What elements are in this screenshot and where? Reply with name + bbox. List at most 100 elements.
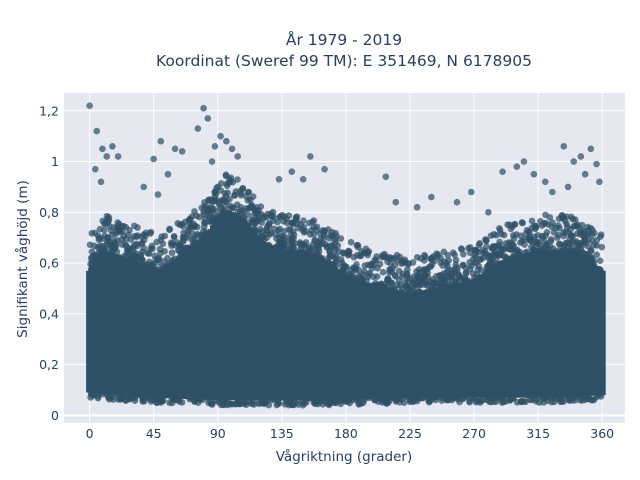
scatter-point [88,322,96,330]
scatter-point [222,192,230,200]
scatter-point [168,329,176,337]
scatter-point [393,355,400,363]
scatter-point [490,231,498,238]
scatter-point [389,265,396,273]
scatter-point [225,212,233,220]
scatter-point [518,313,526,320]
scatter-point [282,280,289,287]
x-tick-label: 45 [146,426,162,441]
scatter-point [297,279,305,286]
scatter-point [312,254,319,261]
scatter-point [296,262,304,269]
scatter-point [235,371,243,379]
scatter-point [338,351,345,359]
scatter-point [560,143,568,150]
scatter-point [424,287,432,295]
scatter-point [213,222,221,230]
scatter-point [283,219,291,227]
scatter-point [290,375,298,382]
scatter-point [392,392,399,400]
y-tick-label: 0,4 [39,306,59,321]
scatter-point [303,370,311,377]
scatter-point [178,148,186,155]
scatter-point [289,295,297,303]
scatter-point [324,226,332,233]
scatter-point [526,253,534,260]
scatter-point [428,310,436,317]
scatter-point [389,367,397,374]
x-tick-label: 225 [398,426,422,441]
scatter-point [326,235,333,242]
scatter-point [168,343,175,350]
scatter-point [237,255,245,263]
scatter-point [260,260,267,268]
scatter-point [309,218,316,226]
scatter-point [400,378,408,386]
scatter-point [142,374,150,382]
scatter-point [139,256,146,264]
scatter-point [399,359,407,366]
scatter-point [544,221,552,228]
scatter-point [127,236,135,243]
scatter-point [548,398,555,406]
scatter-point [354,281,362,289]
scatter-point [502,384,509,391]
x-tick-label: 315 [526,426,550,441]
scatter-point [133,344,140,352]
scatter-point [348,273,355,280]
scatter-point [273,293,281,301]
scatter-point [291,344,299,352]
scatter-point [386,388,393,396]
scatter-point [320,235,328,242]
scatter-point [566,240,573,247]
scatter-point [145,364,152,371]
scatter-point [246,392,254,399]
scatter-point [408,294,416,301]
scatter-point [390,308,398,316]
scatter-point [428,193,435,201]
scatter-point [594,391,601,399]
scatter-point [177,357,185,364]
scatter-point [591,292,599,299]
scatter-point [339,392,347,400]
scatter-point [491,390,498,397]
scatter-point [388,286,396,294]
scatter-point [291,279,298,287]
scatter-point [521,241,528,248]
scatter-point [145,250,153,257]
scatter-point [570,394,578,402]
scatter-point [113,223,121,231]
scatter-point [208,196,215,203]
scatter-point [453,312,461,320]
scatter-point [162,276,170,284]
scatter-point [438,397,446,405]
scatter-point [379,291,387,299]
scatter-point [227,174,235,182]
scatter-point [300,393,308,401]
scatter-point [197,262,204,270]
scatter-point [598,386,606,394]
scatter-point [290,401,297,409]
scatter-point [200,104,207,112]
scatter-point [251,259,259,266]
scatter-point [275,238,282,246]
scatter-point [337,235,345,242]
scatter-point [570,158,578,165]
scatter-point [531,382,538,390]
scatter-point [87,254,95,262]
scatter-point [134,224,141,231]
scatter-point [396,399,403,406]
scatter-point [217,132,224,140]
scatter-point [308,392,315,399]
scatter-point [529,297,537,305]
x-tick-label: 270 [462,426,486,441]
scatter-point [253,391,260,399]
scatter-point [228,145,236,153]
scatter-point [199,232,207,240]
scatter-point [299,299,306,307]
scatter-point [544,278,552,285]
scatter-point [98,389,106,396]
scatter-point [321,165,328,173]
scatter-point [161,247,168,255]
scatter-point [237,234,244,242]
